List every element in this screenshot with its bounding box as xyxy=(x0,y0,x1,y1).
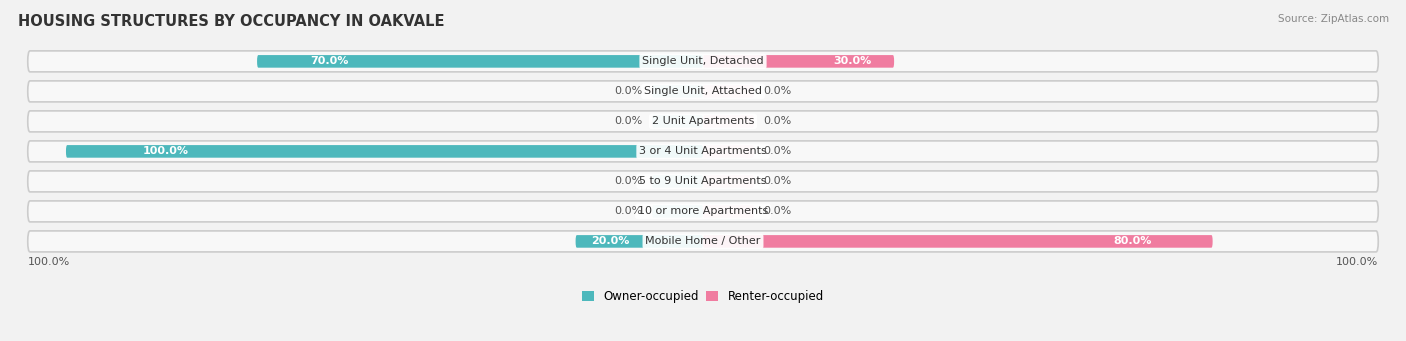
Text: 2 Unit Apartments: 2 Unit Apartments xyxy=(652,116,754,127)
FancyBboxPatch shape xyxy=(703,115,754,128)
Legend: Owner-occupied, Renter-occupied: Owner-occupied, Renter-occupied xyxy=(578,285,828,308)
Text: HOUSING STRUCTURES BY OCCUPANCY IN OAKVALE: HOUSING STRUCTURES BY OCCUPANCY IN OAKVA… xyxy=(18,14,444,29)
FancyBboxPatch shape xyxy=(28,51,1378,72)
Text: 0.0%: 0.0% xyxy=(763,146,792,157)
FancyBboxPatch shape xyxy=(652,115,703,128)
Text: 100.0%: 100.0% xyxy=(142,146,188,157)
FancyBboxPatch shape xyxy=(257,55,703,68)
FancyBboxPatch shape xyxy=(28,231,1378,252)
Text: 0.0%: 0.0% xyxy=(763,206,792,217)
FancyBboxPatch shape xyxy=(575,235,703,248)
Text: 0.0%: 0.0% xyxy=(763,86,792,97)
Text: 0.0%: 0.0% xyxy=(763,176,792,187)
Text: 100.0%: 100.0% xyxy=(28,257,70,267)
Text: Single Unit, Detached: Single Unit, Detached xyxy=(643,56,763,66)
Text: 80.0%: 80.0% xyxy=(1114,236,1152,247)
Text: 0.0%: 0.0% xyxy=(614,206,643,217)
Text: 0.0%: 0.0% xyxy=(614,176,643,187)
Text: 0.0%: 0.0% xyxy=(614,116,643,127)
Text: Single Unit, Attached: Single Unit, Attached xyxy=(644,86,762,97)
Text: 5 to 9 Unit Apartments: 5 to 9 Unit Apartments xyxy=(640,176,766,187)
Text: 0.0%: 0.0% xyxy=(763,116,792,127)
FancyBboxPatch shape xyxy=(703,55,894,68)
FancyBboxPatch shape xyxy=(652,175,703,188)
FancyBboxPatch shape xyxy=(28,141,1378,162)
FancyBboxPatch shape xyxy=(703,235,1212,248)
Text: 70.0%: 70.0% xyxy=(311,56,349,66)
FancyBboxPatch shape xyxy=(703,205,754,218)
FancyBboxPatch shape xyxy=(703,175,754,188)
Text: 100.0%: 100.0% xyxy=(1336,257,1378,267)
FancyBboxPatch shape xyxy=(703,145,754,158)
FancyBboxPatch shape xyxy=(66,145,703,158)
FancyBboxPatch shape xyxy=(703,85,754,98)
Text: 20.0%: 20.0% xyxy=(591,236,630,247)
Text: Source: ZipAtlas.com: Source: ZipAtlas.com xyxy=(1278,14,1389,24)
FancyBboxPatch shape xyxy=(28,81,1378,102)
Text: Mobile Home / Other: Mobile Home / Other xyxy=(645,236,761,247)
Text: 10 or more Apartments: 10 or more Apartments xyxy=(638,206,768,217)
FancyBboxPatch shape xyxy=(28,111,1378,132)
FancyBboxPatch shape xyxy=(652,205,703,218)
Text: 3 or 4 Unit Apartments: 3 or 4 Unit Apartments xyxy=(640,146,766,157)
Text: 0.0%: 0.0% xyxy=(614,86,643,97)
FancyBboxPatch shape xyxy=(28,171,1378,192)
FancyBboxPatch shape xyxy=(652,85,703,98)
FancyBboxPatch shape xyxy=(28,201,1378,222)
Text: 30.0%: 30.0% xyxy=(832,56,872,66)
